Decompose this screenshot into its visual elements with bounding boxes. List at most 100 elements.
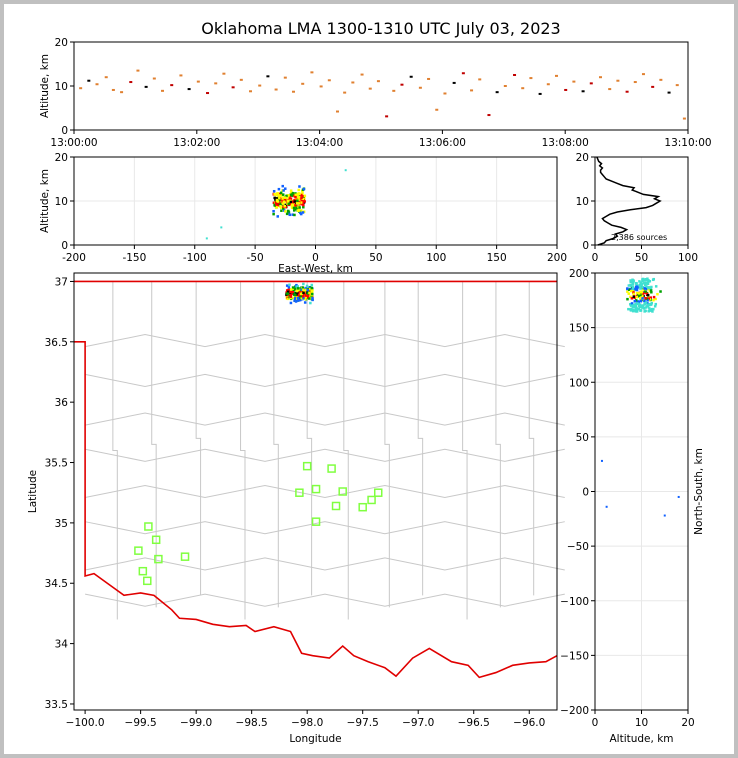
ns-point bbox=[631, 309, 635, 313]
ew-point bbox=[289, 197, 293, 200]
county-line bbox=[85, 334, 565, 348]
plan-source-point bbox=[292, 296, 296, 299]
ew-xtick-label: -50 bbox=[247, 252, 264, 264]
plan-source-point bbox=[296, 299, 300, 302]
time-height-point bbox=[258, 84, 262, 87]
county-line bbox=[195, 281, 202, 596]
ns-point bbox=[632, 289, 635, 293]
ew-point bbox=[300, 209, 303, 212]
ns-point bbox=[641, 279, 644, 283]
ns-point bbox=[642, 288, 645, 292]
time-height-point bbox=[222, 72, 226, 75]
ns-point bbox=[635, 291, 639, 295]
ew-point bbox=[273, 204, 277, 207]
time-height-point bbox=[161, 89, 165, 92]
ew-point bbox=[291, 213, 294, 216]
plan-source-point bbox=[288, 283, 291, 287]
ns-point bbox=[659, 290, 662, 293]
ew-point bbox=[294, 193, 298, 197]
time-height-point bbox=[136, 69, 140, 72]
hist-ytick-label: 20 bbox=[576, 152, 589, 164]
ew-xtick-label: -150 bbox=[122, 252, 146, 264]
ew-point bbox=[295, 198, 298, 201]
ns-point bbox=[645, 285, 648, 288]
ns-point bbox=[639, 299, 643, 303]
time-height-point bbox=[554, 74, 558, 77]
plan-source-point bbox=[285, 289, 289, 292]
ew-point bbox=[299, 211, 302, 215]
station-marker bbox=[311, 517, 321, 526]
ns-point bbox=[650, 290, 653, 294]
ns-point bbox=[633, 288, 637, 291]
ns-point bbox=[639, 296, 642, 300]
ew-point bbox=[296, 197, 300, 200]
station-marker bbox=[144, 522, 153, 531]
ew-point bbox=[283, 198, 287, 201]
ew-point bbox=[272, 209, 275, 213]
ns-point bbox=[631, 280, 635, 284]
ew-isolated-point bbox=[205, 237, 208, 240]
ns-point bbox=[641, 285, 645, 289]
time-height-point bbox=[435, 108, 439, 111]
ns-point bbox=[646, 299, 649, 302]
ns-point bbox=[635, 306, 638, 310]
county-line bbox=[240, 281, 246, 620]
ns-point bbox=[641, 304, 645, 307]
ew-point bbox=[280, 197, 283, 201]
histogram-profile-line bbox=[596, 156, 662, 246]
time-height-point bbox=[266, 75, 270, 78]
time-height-point bbox=[452, 81, 456, 84]
ew-point bbox=[289, 189, 293, 192]
time-height-xtick-label: 13:00:00 bbox=[50, 137, 97, 149]
ew-point bbox=[281, 193, 285, 196]
ns-point bbox=[633, 299, 637, 303]
plan-xtick-label: −98.5 bbox=[236, 717, 268, 729]
plan-source-point bbox=[304, 294, 308, 297]
ns-point bbox=[626, 287, 629, 290]
county-line bbox=[85, 412, 565, 426]
ns-xtick-label: 0 bbox=[592, 717, 599, 729]
ns-point bbox=[642, 282, 645, 285]
plan-source-point bbox=[300, 297, 303, 300]
ns-point bbox=[652, 298, 655, 302]
ns-point bbox=[626, 290, 629, 293]
ew-point bbox=[282, 198, 286, 202]
plan-source-point bbox=[293, 298, 297, 301]
state-border-red-river bbox=[74, 341, 558, 679]
plan-source-point bbox=[294, 297, 297, 300]
ns-point bbox=[652, 307, 655, 311]
ns-point bbox=[630, 302, 634, 305]
ns-point bbox=[636, 286, 639, 290]
ew-point bbox=[276, 200, 280, 203]
time-height-point bbox=[249, 90, 253, 93]
time-height-point bbox=[87, 79, 91, 82]
plan-source-point bbox=[305, 286, 308, 290]
plan-source-point bbox=[308, 287, 311, 291]
county-line bbox=[85, 373, 565, 387]
ns-point bbox=[654, 297, 657, 301]
ns-xlabel: Altitude, km bbox=[609, 733, 673, 745]
plan-source-point bbox=[295, 285, 299, 288]
plan-source-point bbox=[306, 292, 309, 295]
time-height-point bbox=[111, 88, 115, 91]
plan-xtick-label: −96.0 bbox=[513, 717, 545, 729]
plan-source-point bbox=[295, 295, 298, 299]
county-line bbox=[306, 281, 313, 596]
ns-point bbox=[642, 299, 646, 302]
ew-point bbox=[280, 209, 283, 212]
plan-source-point bbox=[297, 289, 300, 292]
ns-isolated-point bbox=[600, 459, 603, 462]
ns-point bbox=[629, 279, 632, 282]
plan-source-point bbox=[311, 292, 314, 296]
time-height-ytick-label: 10 bbox=[55, 81, 68, 93]
ns-point bbox=[639, 290, 643, 293]
plan-xtick-label: −97.0 bbox=[402, 717, 434, 729]
plan-source-point bbox=[302, 289, 306, 293]
ns-point bbox=[649, 296, 653, 299]
plan-ytick-label: 36 bbox=[55, 397, 69, 409]
ns-point bbox=[656, 292, 659, 296]
ns-point bbox=[643, 282, 647, 286]
plan-source-point bbox=[286, 292, 290, 296]
ns-point bbox=[627, 292, 630, 295]
ns-ytick-label: −100 bbox=[560, 596, 589, 608]
